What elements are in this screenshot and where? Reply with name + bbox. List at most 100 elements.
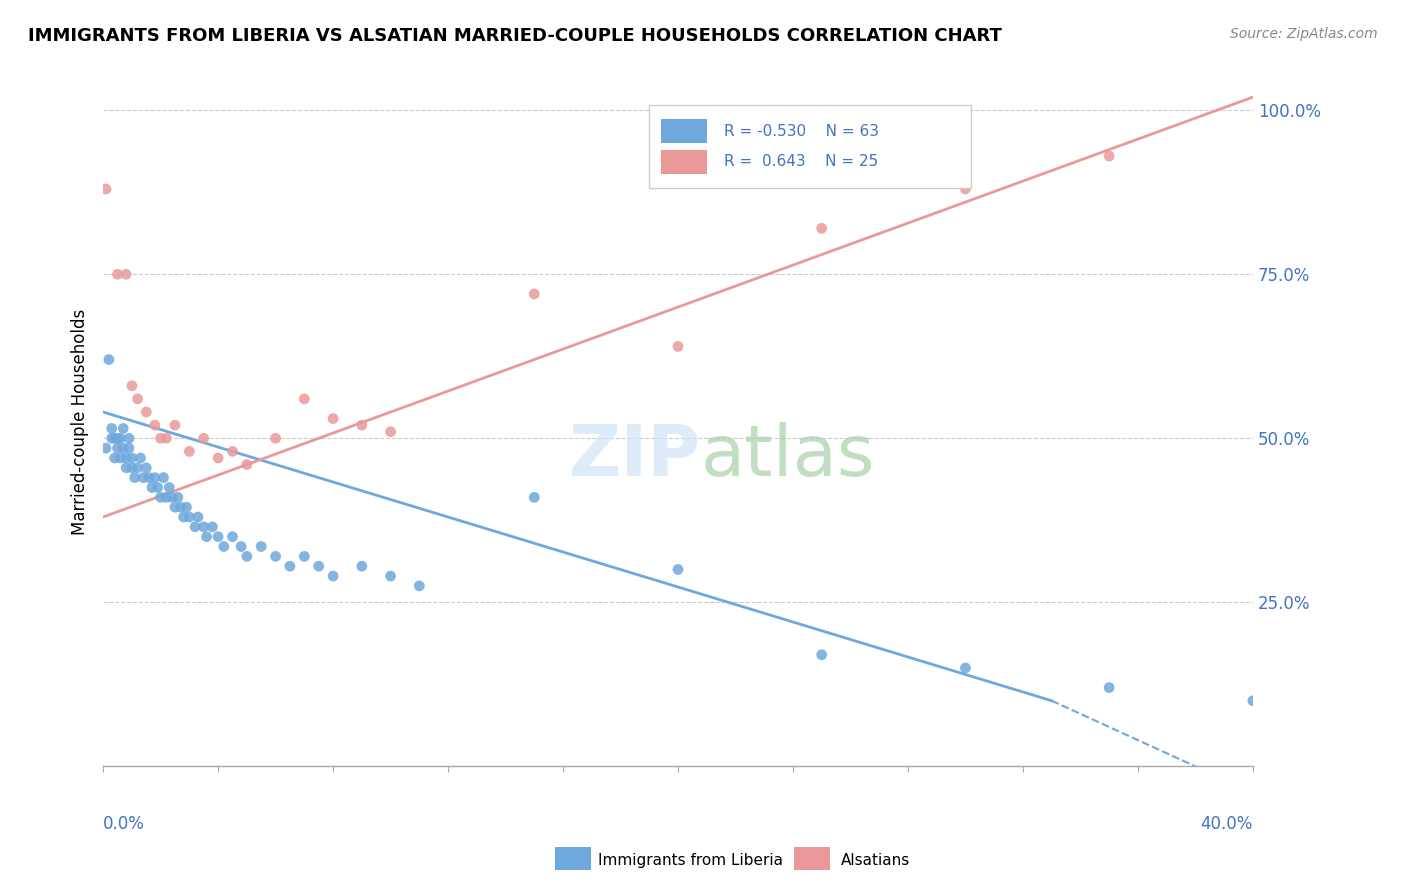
Text: 40.0%: 40.0%: [1201, 814, 1253, 832]
Point: [193, 520, 215, 534]
Point: [308, 559, 330, 574]
Point: [292, 392, 315, 406]
Point: [163, 418, 186, 433]
Text: IMMIGRANTS FROM LIBERIA VS ALSATIAN MARRIED-COUPLE HOUSEHOLDS CORRELATION CHART: IMMIGRANTS FROM LIBERIA VS ALSATIAN MARR…: [28, 27, 1002, 45]
Point: [380, 425, 402, 439]
Point: [115, 460, 138, 475]
Point: [810, 648, 832, 662]
Point: [810, 221, 832, 235]
Point: [138, 470, 160, 484]
Point: [350, 559, 373, 574]
Text: Source: ZipAtlas.com: Source: ZipAtlas.com: [1230, 27, 1378, 41]
Text: ZIP: ZIP: [569, 422, 702, 491]
Point: [110, 431, 132, 445]
Point: [163, 500, 186, 515]
Point: [127, 460, 149, 475]
Text: R =  0.643    N = 25: R = 0.643 N = 25: [724, 154, 879, 169]
Point: [124, 470, 146, 484]
Point: [155, 491, 177, 505]
Point: [173, 510, 195, 524]
Point: [127, 392, 149, 406]
FancyBboxPatch shape: [650, 105, 972, 187]
Point: [250, 540, 273, 554]
Point: [118, 431, 141, 445]
Bar: [661, 150, 707, 174]
Point: [104, 431, 127, 445]
Point: [132, 470, 155, 484]
Point: [115, 450, 138, 465]
Point: [212, 540, 235, 554]
Point: [236, 458, 259, 472]
Point: [143, 418, 166, 433]
Point: [135, 405, 157, 419]
Point: [97, 352, 120, 367]
Point: [666, 562, 689, 576]
Point: [143, 470, 166, 484]
Point: [160, 491, 183, 505]
Point: [94, 182, 117, 196]
Point: [195, 530, 218, 544]
Point: [322, 569, 344, 583]
Point: [207, 530, 229, 544]
Point: [264, 431, 287, 445]
Point: [179, 510, 201, 524]
Point: [129, 450, 152, 465]
Point: [264, 549, 287, 564]
Point: [229, 540, 252, 554]
Point: [292, 549, 315, 564]
Point: [107, 431, 129, 445]
Point: [322, 411, 344, 425]
Point: [118, 441, 141, 455]
Point: [207, 450, 229, 465]
Point: [1098, 149, 1121, 163]
Bar: [661, 119, 707, 143]
Point: [107, 267, 129, 281]
Point: [666, 339, 689, 353]
Point: [408, 579, 430, 593]
Point: [152, 470, 174, 484]
Point: [110, 450, 132, 465]
Point: [121, 460, 143, 475]
Text: atlas: atlas: [702, 422, 876, 491]
Point: [179, 444, 201, 458]
Point: [955, 661, 977, 675]
Point: [112, 421, 135, 435]
Text: 0.0%: 0.0%: [103, 814, 145, 832]
Point: [141, 481, 163, 495]
Point: [170, 500, 193, 515]
Y-axis label: Married-couple Households: Married-couple Households: [72, 309, 89, 535]
Point: [1241, 694, 1264, 708]
Point: [176, 500, 198, 515]
Point: [236, 549, 259, 564]
Point: [350, 418, 373, 433]
Point: [121, 379, 143, 393]
Point: [193, 431, 215, 445]
Text: R = -0.530    N = 63: R = -0.530 N = 63: [724, 124, 879, 138]
Point: [523, 491, 546, 505]
Text: Alsatians: Alsatians: [841, 854, 910, 868]
Text: Immigrants from Liberia: Immigrants from Liberia: [598, 854, 783, 868]
Point: [112, 441, 135, 455]
Point: [149, 491, 172, 505]
Point: [157, 481, 180, 495]
Point: [380, 569, 402, 583]
Point: [115, 267, 138, 281]
Point: [104, 450, 127, 465]
Point: [146, 481, 169, 495]
Point: [100, 421, 122, 435]
Point: [201, 520, 224, 534]
Point: [184, 520, 207, 534]
Point: [523, 287, 546, 301]
Point: [155, 431, 177, 445]
Point: [94, 441, 117, 455]
Point: [167, 491, 190, 505]
Point: [187, 510, 209, 524]
Point: [1098, 681, 1121, 695]
Point: [121, 450, 143, 465]
Point: [149, 431, 172, 445]
Point: [135, 460, 157, 475]
Point: [955, 182, 977, 196]
Point: [221, 530, 243, 544]
Point: [100, 431, 122, 445]
Point: [107, 441, 129, 455]
